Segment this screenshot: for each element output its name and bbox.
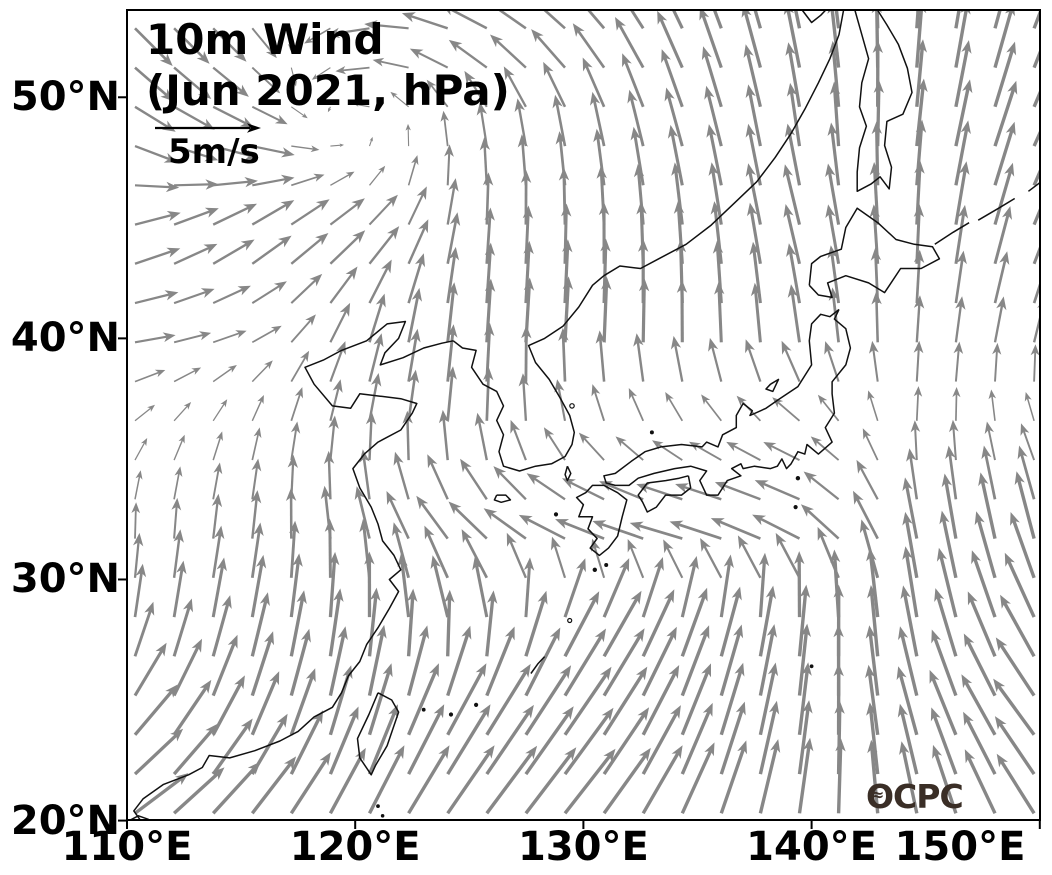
island-dot [569, 403, 575, 409]
coastlines [128, 10, 1040, 820]
island-dot [592, 567, 598, 573]
island-dot [809, 664, 814, 669]
plot-frame [126, 9, 1041, 821]
coastline-kuril2 [977, 197, 1016, 221]
x-tick-label: 150°E [894, 824, 1026, 870]
wave-icon: ≈ [871, 785, 885, 804]
y-tick-label: 50°N [10, 74, 120, 121]
coastline-okinawa [530, 656, 546, 674]
island-dot [421, 707, 426, 712]
coastline-honshu [603, 308, 852, 496]
x-tick-label: 120°E [289, 824, 421, 870]
x-tick-label: 140°E [746, 824, 877, 870]
wind-arrows [131, 10, 1040, 815]
island-dot [380, 813, 385, 818]
coastline-kyushu [575, 484, 628, 557]
y-tick-label: 20°N [10, 797, 120, 844]
island-dot [604, 562, 609, 567]
island-dot [474, 702, 479, 708]
coastline-tsushima [564, 465, 572, 482]
island-dot [553, 512, 559, 517]
island-dot [795, 476, 801, 481]
axis-ticks [118, 96, 1041, 829]
island-dot [649, 430, 654, 435]
island-dot [448, 712, 454, 717]
x-tick-label: 110°E [61, 824, 193, 870]
coastline-amur [801, 10, 826, 24]
coastline-shikoku [637, 475, 692, 513]
quiver-key-arrow [155, 123, 261, 133]
coastline-kuril3 [1027, 181, 1040, 192]
coastline-china [133, 320, 454, 820]
chart-title: 10m Wind (Jun 2021, hPa) [146, 14, 510, 116]
chart-title-line1: 10m Wind [146, 15, 384, 64]
watermark-text: OCPC [866, 777, 964, 816]
x-tick-label: 130°E [517, 824, 649, 870]
watermark-logo: OCPC ≈ [866, 777, 964, 816]
coastline-kuril1 [934, 222, 970, 245]
island-dot [376, 804, 380, 808]
coastline-taiwan [356, 692, 400, 776]
chart-title-line2: (Jun 2021, hPa) [146, 66, 510, 116]
coastline-sado [765, 378, 780, 393]
y-tick-label: 30°N [10, 556, 120, 603]
island-dot [567, 617, 573, 624]
island-dot [793, 505, 798, 510]
quiver-key-label: 5m/s [168, 132, 260, 172]
coastline-korea [452, 275, 605, 472]
coastline-jeju [493, 494, 512, 504]
coastline-hokkaido [808, 207, 941, 299]
coastline-primorye [603, 10, 845, 277]
y-tick-label: 40°N [10, 315, 120, 362]
coastline-sakhalin [854, 10, 913, 193]
